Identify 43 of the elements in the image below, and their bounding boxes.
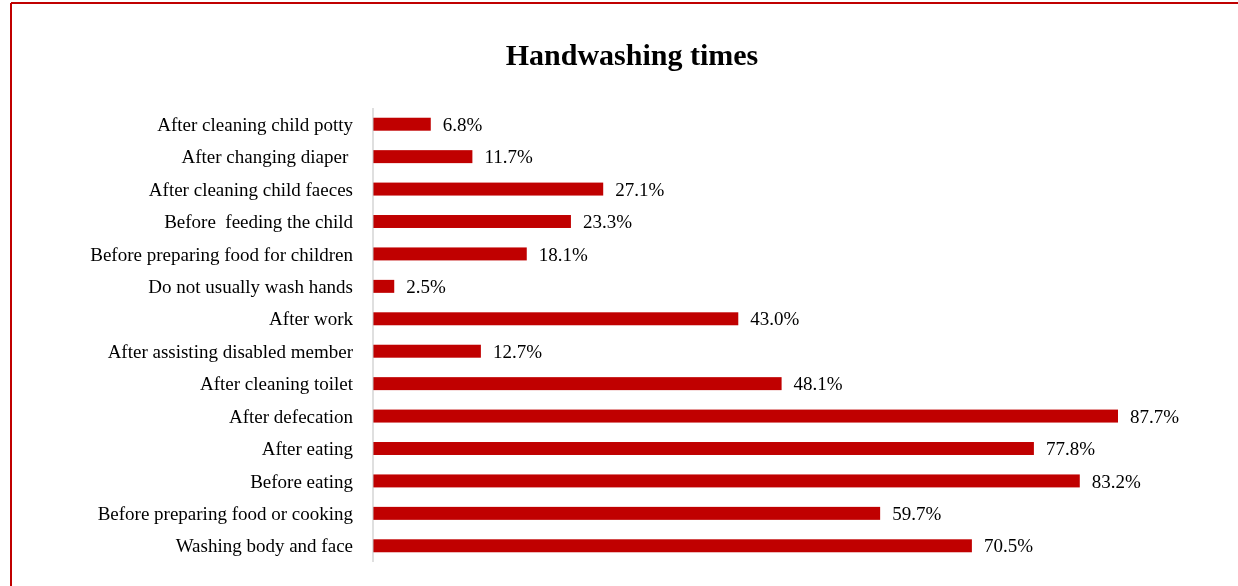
- y-tick-label: After work: [269, 308, 354, 330]
- bar: [373, 442, 1034, 455]
- bar: [373, 182, 604, 196]
- data-label: 27.1%: [615, 178, 665, 200]
- data-label: 70.5%: [983, 535, 1034, 557]
- data-label: 87.7%: [1130, 405, 1180, 427]
- data-label: 18.1%: [538, 243, 589, 265]
- bar: [373, 150, 473, 164]
- data-label: 11.7%: [484, 146, 533, 168]
- y-tick-label: After defecation: [229, 405, 354, 427]
- data-label: 59.7%: [892, 503, 942, 525]
- y-tick-label: After cleaning toilet: [200, 373, 354, 395]
- bar: [373, 117, 431, 131]
- data-label: 48.1%: [793, 373, 843, 395]
- chart-title: Handwashing times: [505, 38, 759, 71]
- bar: [373, 377, 782, 391]
- bar: [373, 279, 395, 293]
- bar: [373, 506, 881, 520]
- data-label: 23.3%: [582, 211, 633, 233]
- data-label: 83.2%: [1091, 470, 1142, 492]
- data-label: 2.5%: [406, 276, 446, 298]
- y-tick-label: After changing diaper: [181, 146, 353, 168]
- bar: [373, 539, 972, 553]
- data-label: 43.0%: [750, 308, 800, 330]
- bar: [373, 474, 1080, 488]
- data-label: 12.7%: [492, 340, 543, 362]
- bar: [373, 247, 527, 261]
- y-tick-label: After cleaning child potty: [157, 113, 354, 135]
- y-tick-label: Before feeding the child: [164, 211, 354, 233]
- bar: [373, 344, 481, 358]
- data-label: 77.8%: [1045, 438, 1096, 460]
- bar: [373, 215, 571, 228]
- data-label: 6.8%: [442, 113, 483, 135]
- y-tick-label: After cleaning child faeces: [148, 178, 353, 200]
- y-tick-label: Before eating: [250, 470, 354, 492]
- y-tick-label: After eating: [261, 438, 354, 460]
- y-tick-label: Before preparing food for children: [90, 243, 354, 265]
- y-tick-label: Before preparing food or cooking: [97, 503, 354, 525]
- y-tick-label: Do not usually wash hands: [148, 276, 353, 298]
- bar: [373, 409, 1118, 423]
- y-tick-label: After assisting disabled member: [107, 340, 354, 362]
- bar: [373, 312, 739, 326]
- y-tick-label: Washing body and face: [175, 535, 353, 557]
